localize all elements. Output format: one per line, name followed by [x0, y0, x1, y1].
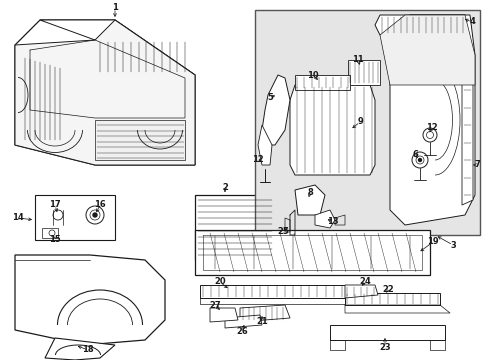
Text: 7: 7	[473, 161, 479, 170]
Text: 25: 25	[277, 228, 288, 237]
Polygon shape	[15, 20, 195, 165]
Polygon shape	[200, 285, 345, 298]
Polygon shape	[347, 60, 379, 85]
Text: 15: 15	[49, 235, 61, 244]
Text: 20: 20	[214, 278, 225, 287]
Polygon shape	[314, 210, 334, 228]
Text: 18: 18	[82, 346, 94, 355]
Polygon shape	[195, 230, 429, 275]
Bar	[254, 10, 479, 235]
Text: 26: 26	[236, 328, 247, 337]
Text: 16: 16	[94, 201, 106, 210]
Text: 12: 12	[425, 123, 437, 132]
Polygon shape	[262, 75, 289, 145]
Text: 12: 12	[252, 156, 264, 165]
Text: 1: 1	[112, 4, 118, 13]
Polygon shape	[379, 15, 474, 85]
Polygon shape	[374, 15, 469, 35]
Polygon shape	[461, 80, 472, 205]
Polygon shape	[224, 315, 262, 328]
Polygon shape	[258, 125, 271, 165]
Text: 24: 24	[358, 278, 370, 287]
Circle shape	[418, 158, 421, 162]
Text: 22: 22	[381, 285, 393, 294]
Polygon shape	[289, 85, 374, 175]
Text: 14: 14	[12, 213, 24, 222]
Polygon shape	[40, 20, 195, 75]
Text: 3: 3	[449, 240, 455, 249]
Polygon shape	[389, 15, 474, 225]
Polygon shape	[294, 185, 325, 215]
Polygon shape	[195, 195, 274, 260]
Text: 23: 23	[378, 342, 390, 351]
Text: 21: 21	[256, 318, 267, 327]
Text: 9: 9	[356, 117, 362, 126]
Text: 2: 2	[222, 184, 227, 193]
Text: 19: 19	[427, 238, 438, 247]
Polygon shape	[209, 308, 238, 322]
Polygon shape	[15, 255, 164, 345]
Text: 17: 17	[49, 201, 61, 210]
Polygon shape	[345, 293, 439, 305]
Polygon shape	[45, 338, 115, 360]
Polygon shape	[345, 285, 377, 298]
Polygon shape	[294, 75, 349, 90]
Text: 11: 11	[351, 55, 363, 64]
Bar	[35, 195, 115, 240]
Text: 8: 8	[306, 189, 312, 198]
Polygon shape	[42, 228, 58, 238]
Text: 5: 5	[266, 93, 272, 102]
Text: 13: 13	[326, 217, 338, 226]
Polygon shape	[240, 305, 289, 322]
Text: 10: 10	[306, 71, 318, 80]
Polygon shape	[329, 325, 444, 340]
Polygon shape	[95, 120, 184, 160]
Text: 4: 4	[468, 18, 474, 27]
Circle shape	[93, 213, 97, 217]
Text: 6: 6	[411, 150, 417, 159]
Polygon shape	[15, 20, 195, 165]
Text: 27: 27	[209, 301, 221, 310]
